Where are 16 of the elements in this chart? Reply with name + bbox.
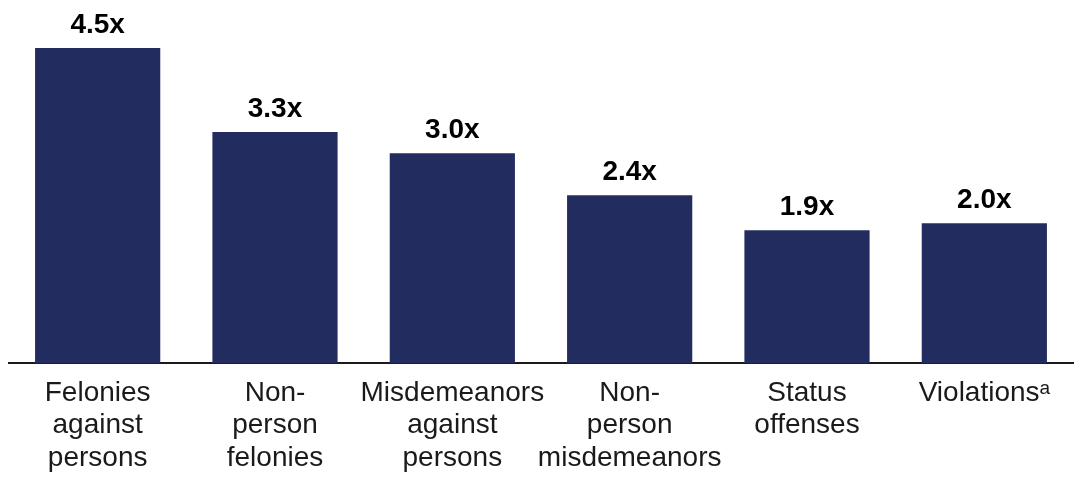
data-label: 3.3x <box>247 92 303 124</box>
bar <box>212 132 338 364</box>
bar <box>921 223 1047 364</box>
bar <box>744 230 870 364</box>
data-label: 3.0x <box>425 113 481 145</box>
x-tick-label: Non-person felonies <box>226 376 324 472</box>
bar <box>567 195 693 364</box>
data-label: 4.5x <box>70 8 126 39</box>
x-tick-label: Felonies against persons <box>44 376 151 472</box>
x-tick-label: Violationsᵃ <box>918 376 1051 408</box>
data-label: 2.0x <box>957 183 1013 215</box>
bar <box>389 153 515 364</box>
data-label: 1.9x <box>779 190 835 222</box>
x-tick-label: Status offenses <box>754 376 860 440</box>
data-label: 2.4x <box>602 155 658 187</box>
bar <box>35 48 161 364</box>
